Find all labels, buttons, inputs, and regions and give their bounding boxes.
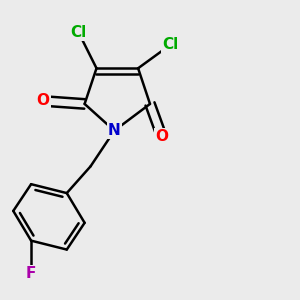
Text: F: F: [26, 266, 36, 281]
Text: O: O: [37, 94, 50, 109]
Text: N: N: [108, 123, 121, 138]
Text: Cl: Cl: [163, 37, 179, 52]
Text: O: O: [155, 129, 168, 144]
Text: Cl: Cl: [70, 25, 87, 40]
